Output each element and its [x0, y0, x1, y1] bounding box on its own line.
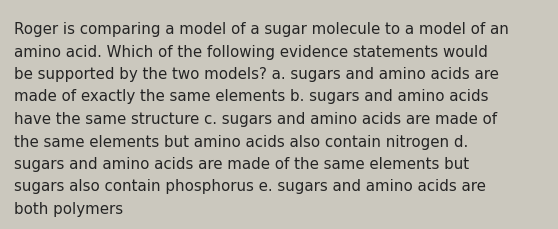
Text: sugars and amino acids are made of the same elements but: sugars and amino acids are made of the s… — [14, 156, 469, 171]
Text: the same elements but amino acids also contain nitrogen d.: the same elements but amino acids also c… — [14, 134, 468, 149]
Text: be supported by the two models? a. sugars and amino acids are: be supported by the two models? a. sugar… — [14, 67, 499, 82]
Text: amino acid. Which of the following evidence statements would: amino acid. Which of the following evide… — [14, 44, 488, 59]
Text: sugars also contain phosphorus e. sugars and amino acids are: sugars also contain phosphorus e. sugars… — [14, 179, 486, 194]
Text: both polymers: both polymers — [14, 201, 123, 216]
Text: made of exactly the same elements b. sugars and amino acids: made of exactly the same elements b. sug… — [14, 89, 488, 104]
Text: Roger is comparing a model of a sugar molecule to a model of an: Roger is comparing a model of a sugar mo… — [14, 22, 509, 37]
Text: have the same structure c. sugars and amino acids are made of: have the same structure c. sugars and am… — [14, 112, 497, 126]
